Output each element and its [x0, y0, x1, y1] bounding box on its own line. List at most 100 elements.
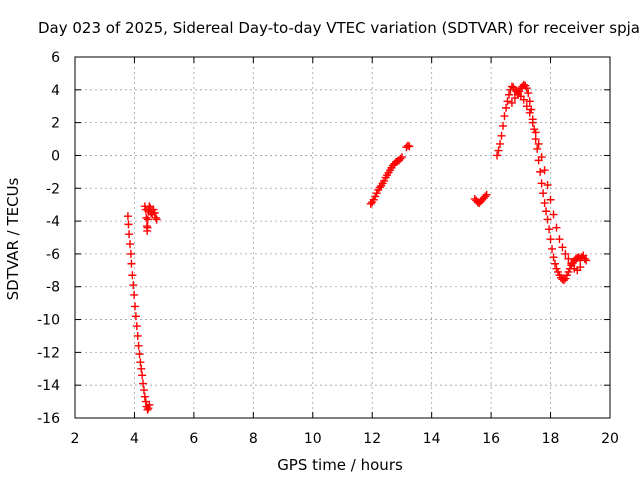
data-point — [481, 192, 490, 201]
y-tick-label: 2 — [51, 116, 60, 132]
y-tick-label: -16 — [37, 411, 60, 427]
series-segment-1-descent — [123, 212, 154, 414]
data-point — [366, 199, 375, 208]
data-point — [507, 98, 516, 107]
x-tick-label: 10 — [304, 431, 322, 447]
y-tick-label: -14 — [37, 378, 60, 394]
data-points — [123, 80, 591, 414]
data-point — [375, 183, 384, 192]
data-point — [499, 121, 507, 130]
y-tick-label: 0 — [51, 148, 60, 164]
data-point — [548, 244, 557, 253]
data-point — [580, 254, 589, 263]
data-point — [129, 281, 138, 290]
y-tick-label: -12 — [37, 345, 60, 361]
data-point — [151, 213, 160, 222]
data-point — [123, 212, 132, 221]
x-tick-label: 4 — [130, 431, 139, 447]
data-point — [564, 254, 573, 263]
data-point — [145, 400, 154, 409]
data-point — [545, 225, 554, 234]
data-point — [533, 144, 542, 153]
x-tick-label: 8 — [249, 431, 258, 447]
series-segment-4-main — [493, 80, 591, 285]
data-point — [567, 259, 576, 268]
axis-ticks: 2 4 6 8 10 12 14 16 18 20 -16 -14 -12 -10 -8 -6 -4 -2 0 2 4 6 — [37, 50, 619, 447]
data-point — [528, 118, 537, 127]
data-point — [397, 153, 406, 162]
data-point — [143, 405, 152, 414]
data-point — [537, 179, 546, 188]
chart-title: Day 023 of 2025, Sidereal Day-to-day VTE… — [38, 19, 640, 37]
x-axis-title: GPS time / hours — [277, 456, 403, 474]
data-point — [152, 215, 161, 224]
data-point — [133, 331, 142, 340]
data-point — [536, 167, 545, 176]
data-point — [525, 97, 534, 106]
data-point — [531, 128, 540, 137]
data-point — [561, 249, 570, 258]
series-segment-1-cluster — [140, 202, 161, 235]
data-point — [403, 141, 412, 150]
y-tick-label: -2 — [46, 181, 60, 197]
plot-frame — [74, 56, 611, 419]
data-point — [540, 199, 549, 208]
x-tick-label: 6 — [189, 431, 198, 447]
data-point — [522, 102, 531, 111]
data-point — [494, 146, 503, 155]
y-tick-label: -8 — [46, 280, 60, 296]
data-point — [145, 202, 154, 211]
data-point — [142, 213, 151, 222]
data-point — [143, 223, 152, 232]
data-point — [582, 256, 591, 265]
data-point — [549, 253, 558, 262]
data-point — [543, 180, 552, 189]
data-point — [150, 208, 159, 217]
data-point — [143, 215, 152, 224]
data-point — [131, 302, 140, 311]
data-point — [137, 364, 146, 373]
data-point — [549, 210, 558, 219]
data-point — [503, 97, 512, 106]
y-axis-title: SDTVAR / TECUs — [4, 177, 22, 300]
data-point — [542, 207, 551, 216]
data-point — [125, 230, 134, 239]
data-point — [539, 189, 548, 198]
x-tick-label: 16 — [482, 431, 500, 447]
y-tick-label: -4 — [46, 214, 60, 230]
data-point — [135, 350, 144, 359]
data-point — [405, 142, 414, 151]
series-segment-4-inner — [507, 90, 585, 275]
data-point — [524, 89, 533, 98]
data-point — [552, 223, 561, 232]
data-point — [504, 90, 513, 99]
data-point — [139, 379, 148, 388]
data-point — [493, 151, 502, 160]
data-point — [125, 240, 134, 249]
data-point — [140, 392, 149, 401]
x-tick-label: 12 — [363, 431, 381, 447]
data-point — [134, 341, 143, 350]
data-point — [126, 249, 135, 258]
data-point — [543, 215, 552, 224]
data-point — [500, 112, 509, 121]
data-point — [555, 235, 564, 244]
data-point — [559, 276, 568, 285]
data-point — [124, 220, 133, 229]
data-point — [497, 131, 506, 140]
data-point — [525, 108, 534, 117]
data-point — [496, 139, 505, 148]
data-point — [138, 371, 147, 380]
data-point — [396, 154, 405, 163]
x-tick-label: 14 — [423, 431, 441, 447]
data-point — [534, 139, 543, 148]
y-tick-label: 4 — [51, 83, 60, 99]
data-point — [136, 358, 145, 367]
data-point — [546, 235, 555, 244]
data-point — [558, 243, 567, 252]
y-tick-label: -10 — [37, 313, 60, 329]
data-point — [127, 259, 136, 268]
series-segment-2-rise — [366, 141, 414, 208]
